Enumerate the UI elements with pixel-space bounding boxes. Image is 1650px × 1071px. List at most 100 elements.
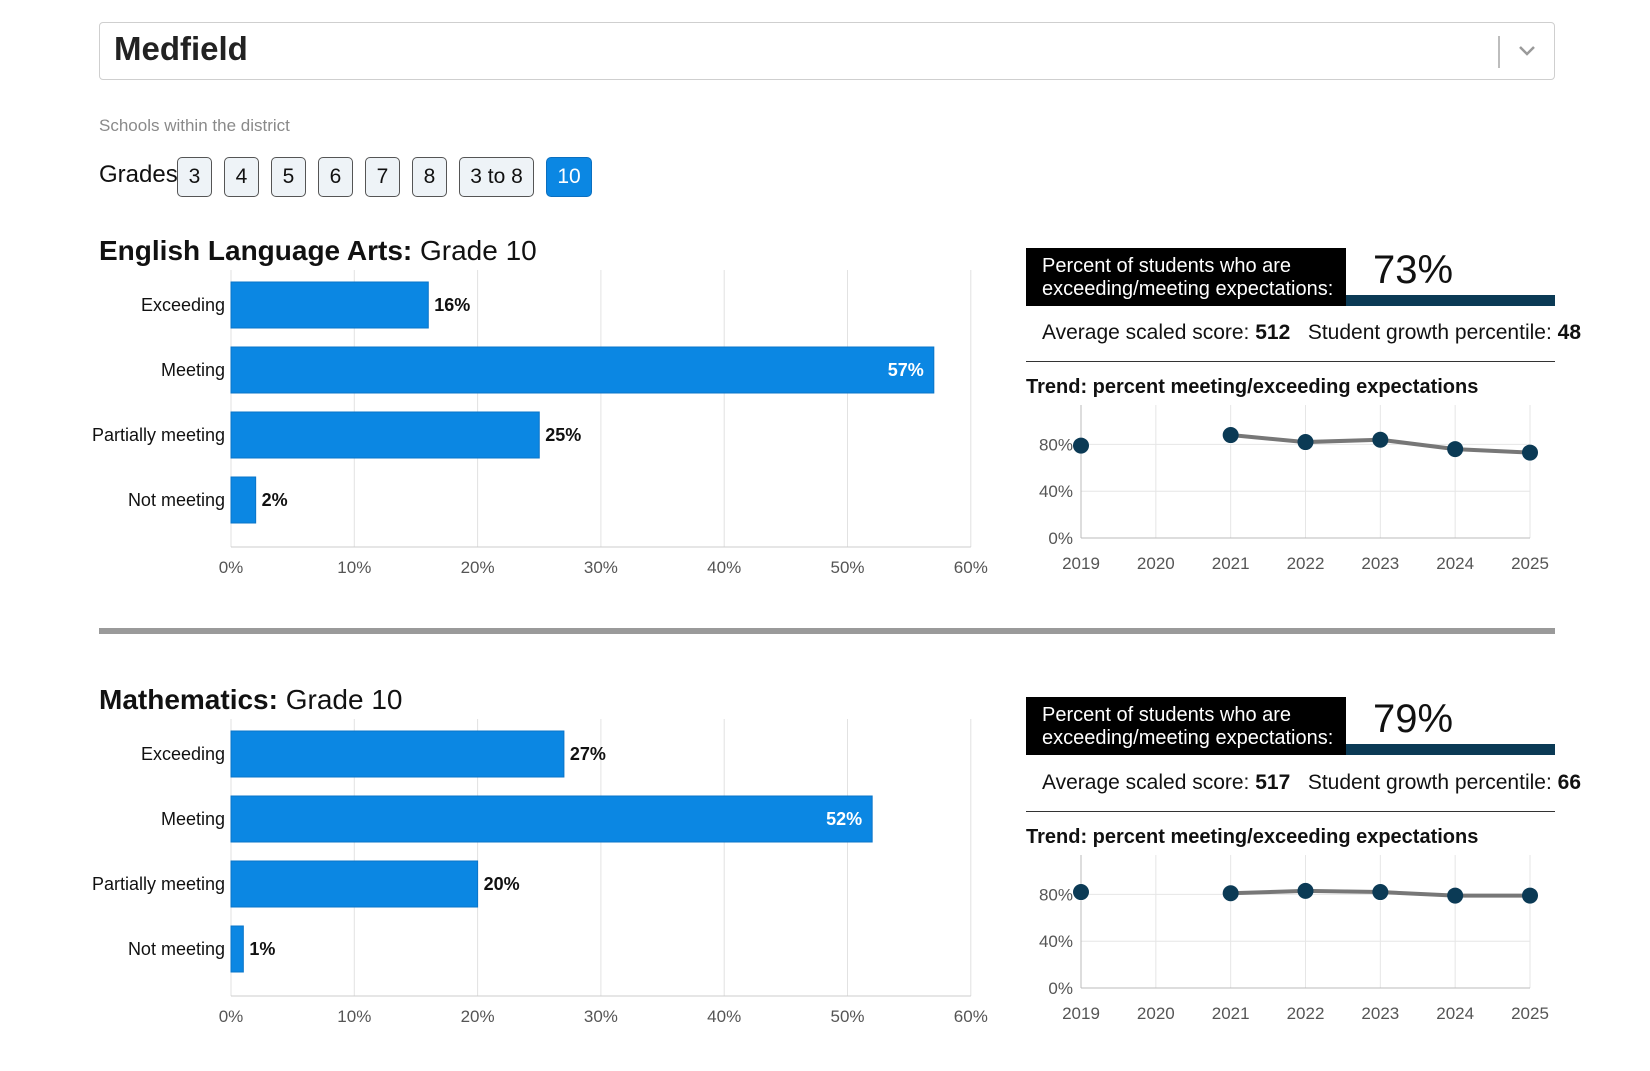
math-score-line: Average scaled score: 517 Student growth… <box>1042 771 1581 795</box>
ela-percent-label: Percent of students who are exceeding/me… <box>1026 248 1346 306</box>
category-label: Exceeding <box>141 744 225 764</box>
x-tick-label: 2025 <box>1511 1004 1549 1023</box>
ela-trend-chart: 2019 2020 2021 2022 2023 2024 2025 0% 40% 80% <box>1039 405 1549 573</box>
x-tick-label: 2019 <box>1062 554 1100 573</box>
bar-value-label: 2% <box>262 490 288 510</box>
grade-button-8[interactable]: 8 <box>412 157 447 197</box>
grade-button-6[interactable]: 6 <box>318 157 353 197</box>
ela-growth-value: 48 <box>1557 321 1581 344</box>
ela-score-line: Average scaled score: 512 Student growth… <box>1042 321 1581 345</box>
math-trend-chart: 2019 2020 2021 2022 2023 2024 2025 0% 40% 80% <box>1039 855 1549 1023</box>
schools-caption: Schools within the district <box>99 116 290 135</box>
x-tick-label: 0% <box>219 558 244 577</box>
bar <box>230 476 257 524</box>
trend-point <box>1297 434 1314 451</box>
grades-label: Grades: <box>99 161 185 188</box>
category-label: Not meeting <box>128 490 225 510</box>
x-tick-label: 2021 <box>1212 554 1250 573</box>
grade-button-3-to-8[interactable]: 3 to 8 <box>459 157 534 197</box>
y-tick-label: 40% <box>1039 932 1073 951</box>
bar-value-label: 52% <box>826 809 862 829</box>
bar <box>230 346 935 394</box>
district-name: Medfield <box>114 30 248 67</box>
grade-button-4[interactable]: 4 <box>224 157 259 197</box>
x-tick-label: 20% <box>461 1007 495 1026</box>
grade-button-10[interactable]: 10 <box>546 157 592 197</box>
math-avg-label: Average scaled score: <box>1042 771 1250 794</box>
ela-grade: Grade 10 <box>420 235 537 266</box>
bar-value-label: 25% <box>545 425 581 445</box>
district-select[interactable] <box>99 22 1555 80</box>
x-tick-label: 2022 <box>1287 554 1325 573</box>
bar <box>230 925 244 973</box>
ela-growth-label: Student growth percentile: <box>1307 321 1552 344</box>
ela-bar-chart: 0% 10% 20% 30% 40% 50% 60% Exceeding 16% Meeting 5… <box>92 270 988 577</box>
math-percent-value: 79% <box>1373 697 1454 741</box>
bar-value-label: 20% <box>484 874 520 894</box>
x-tick-label: 20% <box>461 558 495 577</box>
bar <box>230 281 429 329</box>
x-tick-label: 2019 <box>1062 1004 1100 1023</box>
category-label: Meeting <box>161 809 225 829</box>
math-divider <box>1026 811 1555 812</box>
x-tick-label: 30% <box>584 1007 618 1026</box>
x-tick-label: 50% <box>830 1007 864 1026</box>
trend-point <box>1372 431 1389 448</box>
x-tick-label: 2024 <box>1436 554 1474 573</box>
math-title: Mathematics: Grade 10 <box>99 684 402 716</box>
bar-value-label: 57% <box>888 360 924 380</box>
math-growth-label: Student growth percentile: <box>1307 771 1552 794</box>
trend-point <box>1372 884 1389 901</box>
bar <box>230 730 565 778</box>
grade-button-5[interactable]: 5 <box>271 157 306 197</box>
trend-point <box>1522 444 1538 461</box>
bar-value-label: 1% <box>249 939 275 959</box>
chevron-down-icon[interactable] <box>1512 36 1542 66</box>
trend-point <box>1222 885 1239 902</box>
bar <box>230 795 873 843</box>
category-label: Partially meeting <box>92 425 225 445</box>
x-tick-label: 2020 <box>1137 1004 1175 1023</box>
x-tick-label: 10% <box>337 1007 371 1026</box>
math-bar-chart: 0% 10% 20% 30% 40% 50% 60% Exceeding 27% Meeting 5… <box>92 719 988 1026</box>
ela-divider <box>1026 361 1555 362</box>
x-tick-label: 2023 <box>1361 554 1399 573</box>
math-trend-title: Trend: percent meeting/exceeding expecta… <box>1026 826 1479 848</box>
trend-point <box>1073 437 1089 454</box>
grade-button-7[interactable]: 7 <box>365 157 400 197</box>
category-label: Partially meeting <box>92 874 225 894</box>
x-tick-label: 10% <box>337 558 371 577</box>
x-tick-label: 50% <box>830 558 864 577</box>
ela-avg-value: 512 <box>1255 321 1291 344</box>
ela-avg-label: Average scaled score: <box>1042 321 1250 344</box>
x-tick-label: 0% <box>219 1007 244 1026</box>
x-tick-label: 2022 <box>1287 1004 1325 1023</box>
math-avg-value: 517 <box>1255 771 1291 794</box>
x-tick-label: 30% <box>584 558 618 577</box>
y-tick-label: 0% <box>1048 529 1073 548</box>
ela-title: English Language Arts: Grade 10 <box>99 235 537 267</box>
ela-percent-value: 73% <box>1373 248 1454 292</box>
ela-trend-title: Trend: percent meeting/exceeding expecta… <box>1026 376 1479 398</box>
x-tick-label: 2020 <box>1137 554 1175 573</box>
trend-point <box>1522 887 1538 904</box>
ela-percent-underline <box>1346 295 1555 306</box>
math-percent-underline <box>1346 744 1555 755</box>
math-grade: Grade 10 <box>285 684 403 715</box>
trend-point <box>1447 441 1464 458</box>
trend-point <box>1222 427 1239 444</box>
x-tick-label: 40% <box>707 558 741 577</box>
grade-button-3[interactable]: 3 <box>177 157 212 197</box>
trend-point <box>1447 887 1464 904</box>
y-tick-label: 0% <box>1048 979 1073 998</box>
bar-value-label: 27% <box>570 744 606 764</box>
category-label: Exceeding <box>141 295 225 315</box>
select-divider <box>1498 36 1500 68</box>
x-tick-label: 2025 <box>1511 554 1549 573</box>
math-percent-label: Percent of students who are exceeding/me… <box>1026 697 1346 755</box>
category-label: Meeting <box>161 360 225 380</box>
y-tick-label: 80% <box>1039 435 1073 454</box>
bar <box>230 860 479 908</box>
math-subject: Mathematics: <box>99 684 278 715</box>
y-tick-label: 40% <box>1039 482 1073 501</box>
